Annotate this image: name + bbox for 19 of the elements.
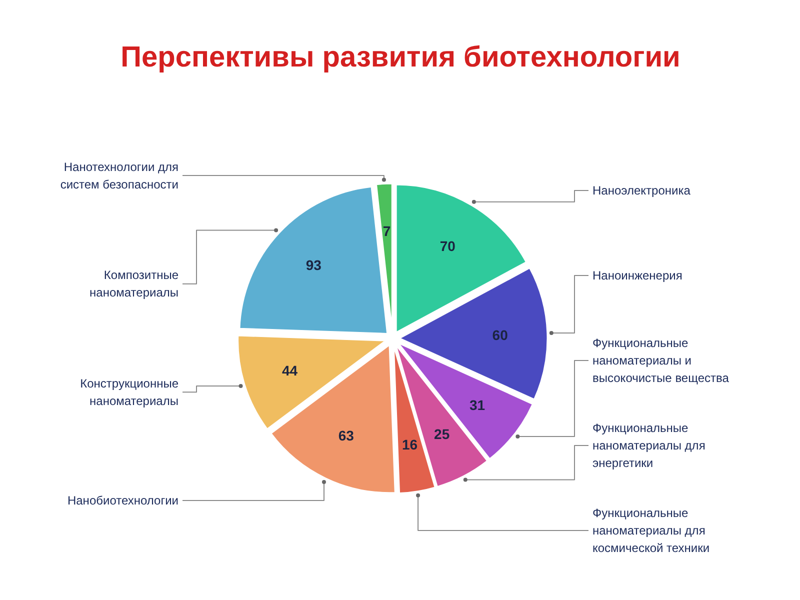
- data-label: 93: [306, 257, 322, 274]
- data-label: 63: [338, 428, 354, 444]
- slice-label: Наноэлектроника: [592, 184, 691, 198]
- data-label: 44: [282, 362, 298, 379]
- slice-label: Композитные наноматериалы: [90, 268, 179, 300]
- slice-label: Функциональные наноматериалы для космической техники: [592, 506, 710, 555]
- chart-title: Перспективы развития биотехнологии: [120, 42, 680, 74]
- slice-label: Нанобиотехнологии: [67, 494, 178, 508]
- data-label: 60: [492, 326, 508, 343]
- slice-label: Функциональные наноматериалы и высокочистые вещества: [592, 336, 730, 385]
- data-label: 25: [434, 426, 450, 442]
- slice-label: Конструкционные наноматериалы: [80, 376, 179, 408]
- data-label: 31: [469, 396, 486, 413]
- data-label: 70: [440, 238, 456, 254]
- slice-label: Функциональные наноматериалы для энергетики: [592, 421, 706, 470]
- data-label: 7: [382, 223, 391, 240]
- slice-label: Наноинженерия: [592, 268, 682, 282]
- data-label: 16: [402, 436, 418, 453]
- slice-label: Нанотехнологии для систем безопасности: [60, 160, 179, 192]
